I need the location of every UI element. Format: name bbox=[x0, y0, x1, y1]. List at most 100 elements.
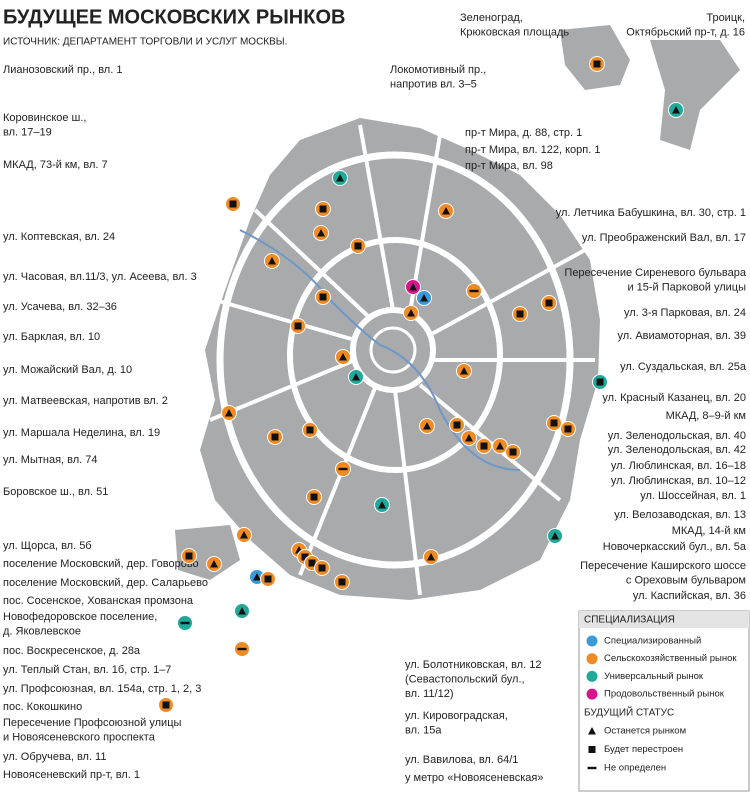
market-label: ул. Кировоградская, bbox=[405, 710, 508, 722]
status-icon bbox=[319, 205, 327, 213]
market-marker bbox=[419, 418, 435, 434]
legend-swatch bbox=[586, 688, 598, 700]
status-icon bbox=[672, 106, 680, 114]
status-icon bbox=[596, 378, 604, 386]
market-label: у метро «Новоясеневская» bbox=[405, 772, 543, 784]
market-marker bbox=[668, 102, 684, 118]
status-icon bbox=[423, 422, 431, 430]
market-label: Зеленоград, bbox=[460, 12, 523, 24]
market-label: ул. 3-я Парковая, вл. 24 bbox=[624, 307, 746, 319]
market-marker bbox=[512, 306, 528, 322]
status-icon bbox=[409, 283, 417, 291]
market-label: ул. Зеленодольская, вл. 42 bbox=[608, 444, 746, 456]
status-icon bbox=[306, 426, 314, 434]
status-icon bbox=[407, 309, 415, 317]
market-label: пос. Воскресенское, д. 28а bbox=[3, 645, 141, 657]
legend-label: Универсальный рынок bbox=[604, 671, 704, 682]
market-label: д. Яковлевское bbox=[3, 625, 81, 637]
market-label: Пересечение Профсоюзной улицы bbox=[3, 717, 181, 729]
status-icon bbox=[185, 552, 193, 560]
market-label: ул. Барклая, вл. 10 bbox=[3, 331, 100, 343]
market-marker bbox=[234, 641, 250, 657]
labels: Зеленоград, Крюковская площадь Троицк, Октя… bbox=[3, 12, 747, 784]
legend-status-title: БУДУЩИЙ СТАТУС bbox=[584, 706, 674, 719]
market-label: ул. Усачева, вл. 32–36 bbox=[3, 301, 117, 313]
market-marker bbox=[177, 615, 193, 631]
market-marker bbox=[332, 170, 348, 186]
market-marker bbox=[438, 203, 454, 219]
market-marker bbox=[560, 421, 576, 437]
market-marker bbox=[416, 290, 432, 306]
market-marker bbox=[290, 318, 306, 334]
status-icon bbox=[509, 448, 517, 456]
market-marker bbox=[541, 295, 557, 311]
status-icon bbox=[588, 746, 596, 753]
status-icon bbox=[465, 434, 473, 442]
status-icon bbox=[550, 419, 558, 427]
legend-status-label: Не определен bbox=[604, 763, 666, 774]
status-icon bbox=[319, 293, 327, 301]
status-icon bbox=[545, 299, 553, 307]
market-marker bbox=[476, 438, 492, 454]
status-icon bbox=[378, 501, 386, 509]
status-icon bbox=[318, 564, 326, 572]
market-marker bbox=[313, 225, 329, 241]
status-icon bbox=[588, 727, 596, 735]
market-label: ул. Красный Казанец, вл. 20 bbox=[602, 392, 746, 404]
market-marker bbox=[302, 422, 318, 438]
market-label: ул. Летчика Бабушкина, вл. 30, стр. 1 bbox=[556, 207, 746, 219]
status-icon bbox=[354, 242, 362, 250]
title: БУДУЩЕЕ МОСКОВСКИХ РЫНКОВ bbox=[3, 6, 345, 28]
status-icon bbox=[271, 433, 279, 441]
status-icon bbox=[442, 207, 450, 215]
status-icon bbox=[551, 532, 559, 540]
status-icon bbox=[238, 607, 246, 615]
market-label: ул. Суздальская, вл. 25а bbox=[620, 361, 747, 373]
market-label: и Новоясеневского проспекта bbox=[3, 731, 156, 743]
market-label: Коровинское ш., bbox=[3, 112, 87, 124]
source: ИСТОЧНИК: ДЕПАРТАМЕНТ ТОРГОВЛИ И УСЛУГ М… bbox=[3, 37, 287, 48]
market-label: ул. Можайский Вал, д. 10 bbox=[3, 364, 132, 376]
market-marker bbox=[264, 253, 280, 269]
status-icon bbox=[301, 553, 309, 561]
market-label: Локомотивный пр., bbox=[390, 64, 486, 76]
market-label: ул. Люблинская, вл. 10–12 bbox=[611, 475, 746, 487]
market-marker bbox=[466, 283, 482, 299]
status-icon bbox=[587, 766, 597, 770]
market-marker bbox=[348, 369, 364, 385]
market-marker bbox=[335, 461, 351, 477]
market-label: Лианозовский пр., вл. 1 bbox=[3, 64, 122, 76]
status-icon bbox=[339, 353, 347, 361]
status-icon bbox=[317, 229, 325, 237]
legend-swatch bbox=[586, 653, 598, 665]
market-marker bbox=[547, 528, 563, 544]
market-marker bbox=[225, 196, 241, 212]
market-marker bbox=[306, 489, 322, 505]
market-marker bbox=[461, 430, 477, 446]
market-marker bbox=[260, 571, 276, 587]
market-label: с Ореховым бульваром bbox=[626, 574, 746, 586]
market-label: ул. Люблинская, вл. 16–18 bbox=[611, 460, 746, 472]
market-marker bbox=[505, 444, 521, 460]
status-icon bbox=[427, 553, 435, 561]
market-label: пр-т Мира, вл. 122, корп. 1 bbox=[465, 144, 600, 156]
market-label: Новочеркасский бул., вл. 5а bbox=[603, 541, 747, 553]
market-label: ул. Часовая, вл.11/3, ул. Асеева, вл. 3 bbox=[3, 271, 197, 283]
market-marker bbox=[236, 527, 252, 543]
status-icon bbox=[253, 573, 261, 581]
legend: СПЕЦИАЛИЗАЦИЯ БУДУЩИЙ СТАТУС Специализир… bbox=[578, 610, 750, 792]
market-marker bbox=[181, 548, 197, 564]
market-label: поселение Московский, дер. Саларьево bbox=[3, 577, 208, 589]
market-label: ул. Болотниковская, вл. 12 bbox=[405, 659, 541, 671]
status-icon bbox=[420, 294, 428, 302]
market-marker bbox=[423, 549, 439, 565]
market-label: поселение Московский, дер. Говорово bbox=[3, 558, 199, 570]
market-label: ул. Шоссейная, вл. 1 bbox=[640, 490, 746, 502]
legend-title: СПЕЦИАЛИЗАЦИЯ bbox=[584, 615, 675, 626]
status-icon bbox=[336, 174, 344, 182]
market-marker bbox=[589, 56, 605, 72]
legend-swatch bbox=[586, 670, 598, 682]
status-icon bbox=[162, 701, 170, 709]
market-marker bbox=[206, 556, 222, 572]
